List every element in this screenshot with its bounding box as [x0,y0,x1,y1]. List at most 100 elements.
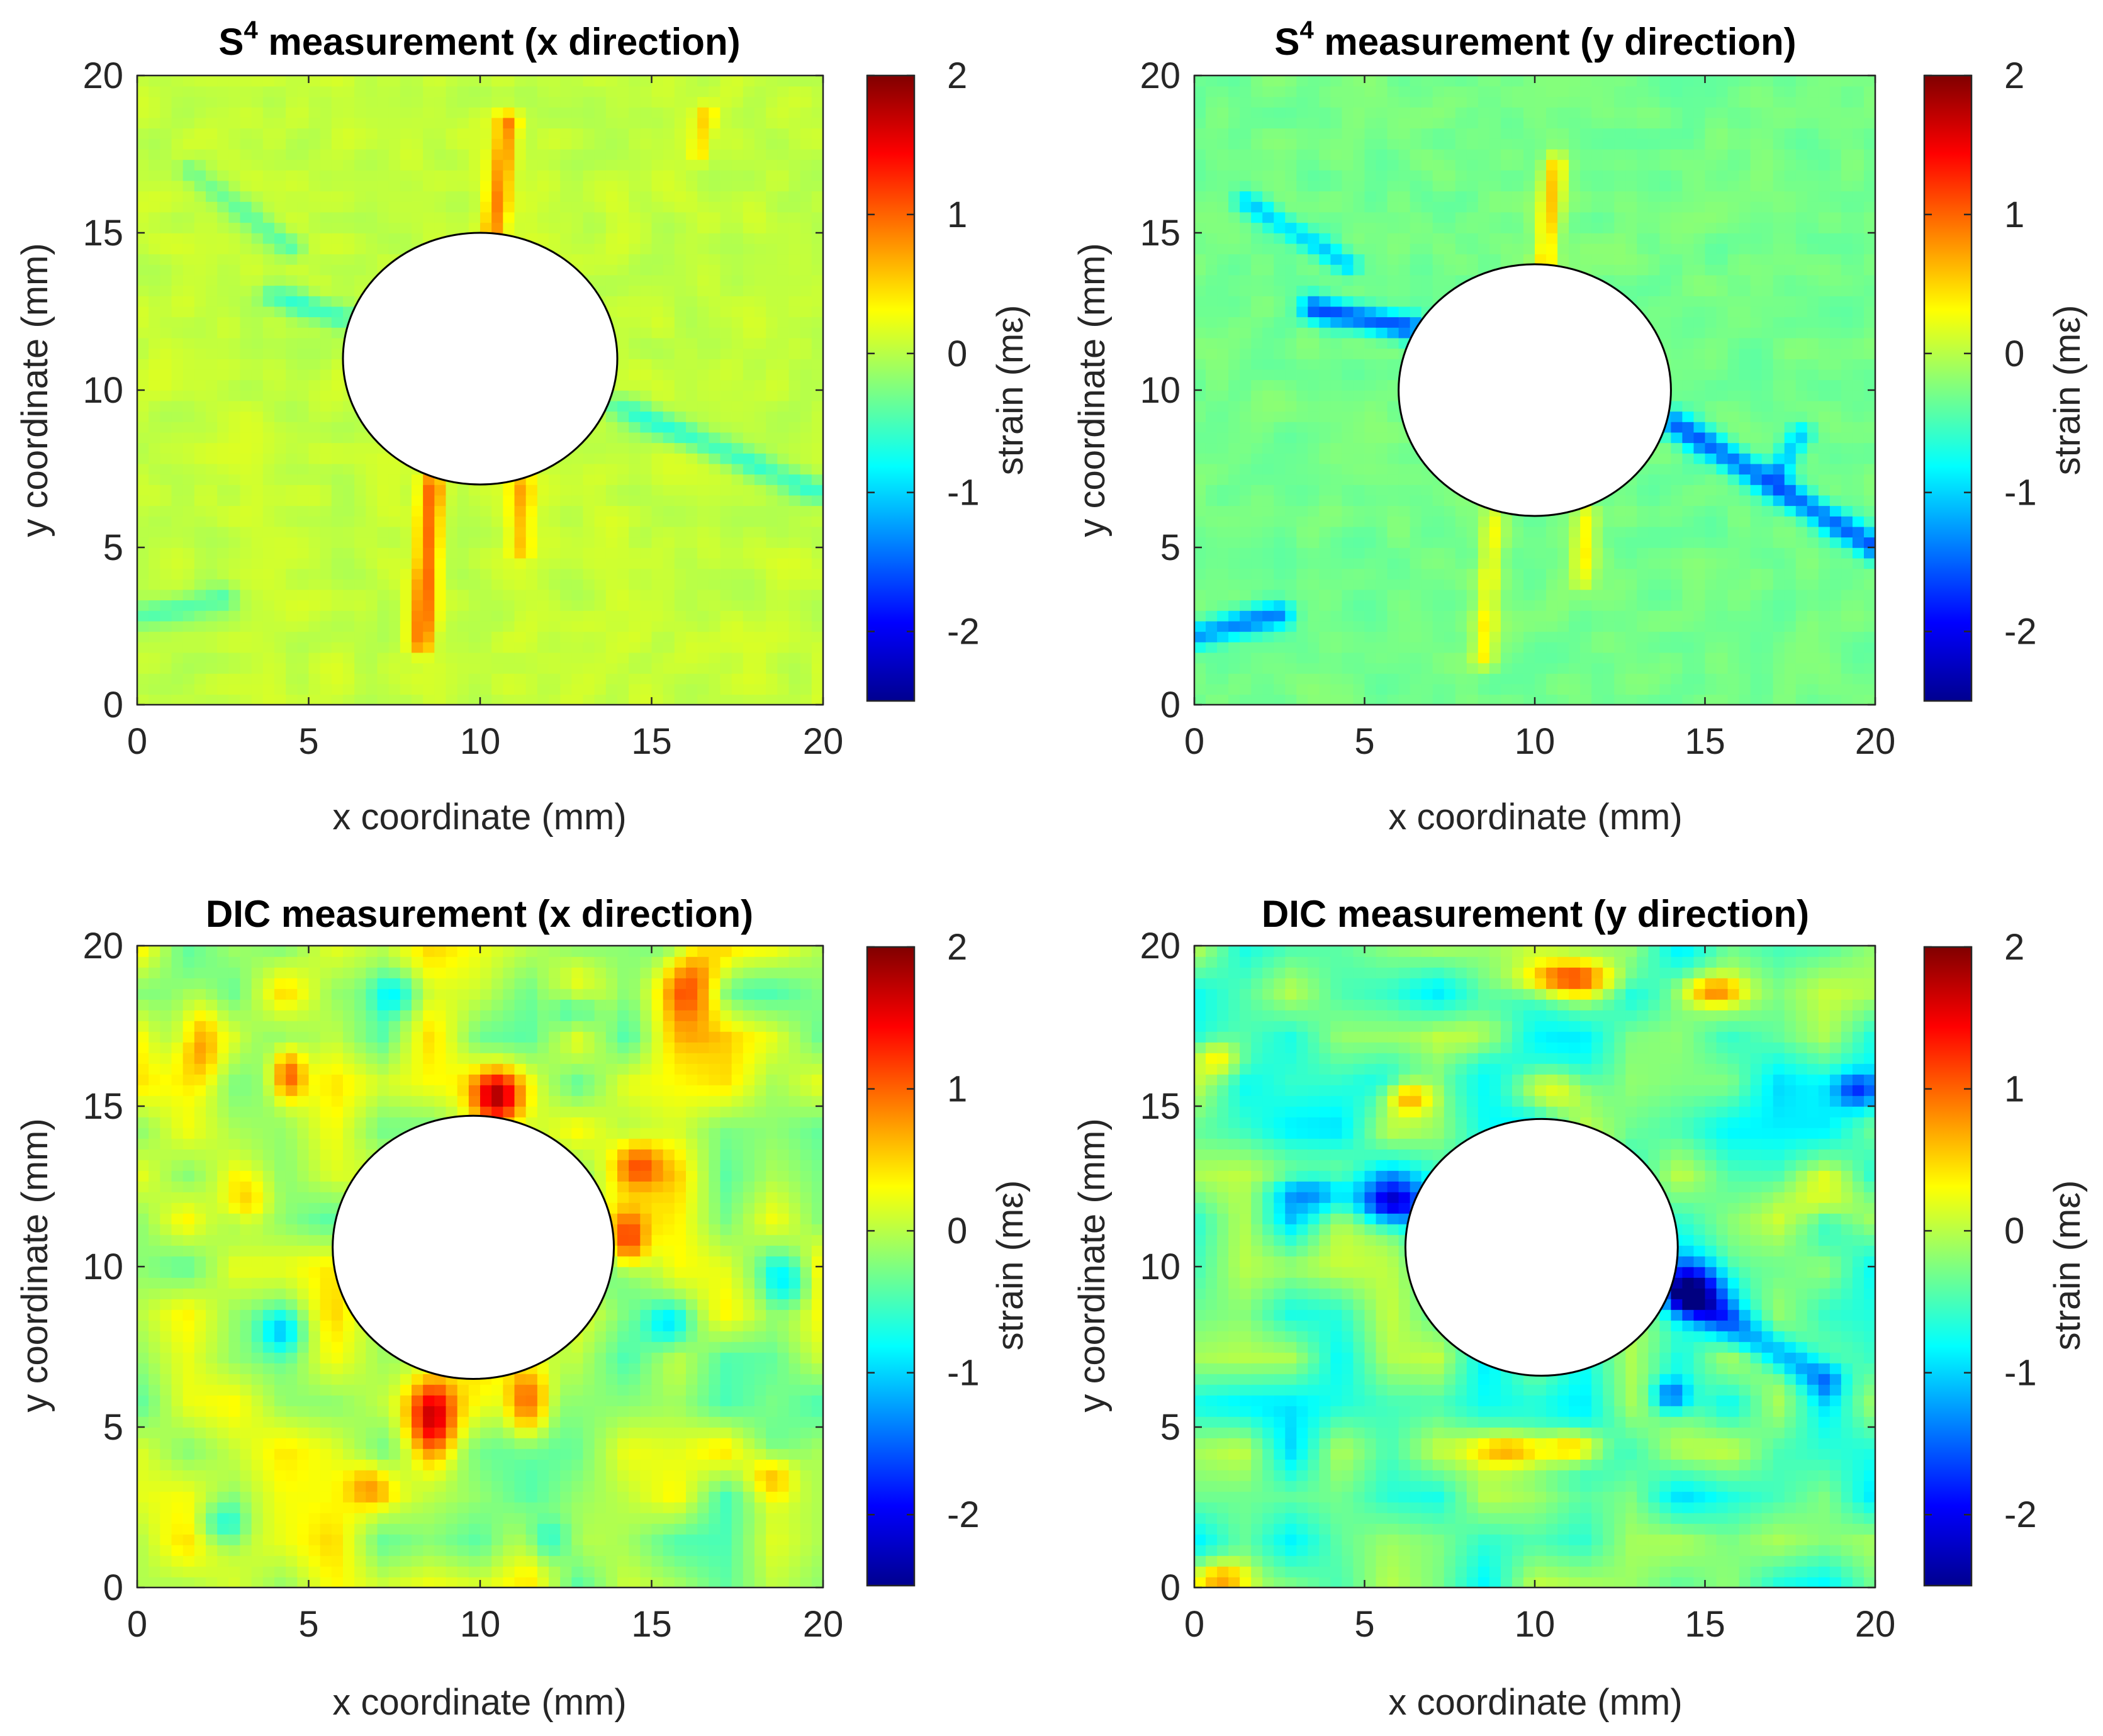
heatmap-cell [262,107,275,118]
heatmap-cell [1614,683,1627,695]
heatmap-cell [320,296,332,307]
heatmap-cell [571,243,584,255]
heatmap-cell [640,379,653,391]
heatmap-cell [1693,642,1706,653]
heatmap-cell [686,432,698,444]
heatmap-cell [480,96,492,108]
heatmap-cell [709,557,721,569]
heatmap-cell [720,96,732,108]
heatmap-cell [240,201,252,213]
heatmap-cell [754,128,766,139]
heatmap-cell [1863,642,1876,653]
heatmap-cell [343,170,355,181]
heatmap-cell [468,484,481,496]
heatmap-cell [194,107,206,118]
heatmap-cell [605,642,618,653]
heatmap-cell [640,631,653,642]
heatmap-cell [720,526,732,538]
heatmap-cell [537,620,549,632]
heatmap-cell [400,201,412,213]
heatmap-cell [709,442,721,454]
heatmap-cell [709,254,721,265]
heatmap-cell [171,505,184,517]
heatmap-cell [331,201,344,213]
heatmap-cell [663,327,675,339]
heatmap-cell [262,86,275,98]
heatmap-cell [262,96,275,108]
heatmap-cell [1489,537,1501,548]
heatmap-cell [320,107,332,118]
heatmap-cell [720,138,732,150]
heatmap-cell [720,411,732,422]
heatmap-cell [1546,547,1558,559]
heatmap-cell [228,422,241,433]
heatmap-cell [262,411,275,422]
heatmap-cell [731,159,744,171]
heatmap-cell [525,505,538,517]
heatmap-cell [629,516,641,527]
heatmap-cell [560,117,573,129]
heatmap-cell [400,642,412,653]
heatmap-cell [1535,516,1547,527]
heatmap-cell [149,296,161,307]
heatmap-cell [297,422,310,433]
heatmap-cell [583,107,595,118]
heatmap-cell [343,191,355,202]
heatmap-cell [800,76,812,87]
heatmap-cell [560,159,573,171]
heatmap-cell [754,138,766,150]
heatmap-cell [811,201,824,213]
heatmap-cell [651,620,664,632]
heatmap-cell [434,159,447,171]
heatmap-cell [412,579,423,590]
heatmap-cell [686,96,698,108]
x-tick-label: 15 [631,721,672,762]
heatmap-cell [1387,683,1399,695]
heatmap-cell [1206,579,1218,590]
heatmap-cell [137,211,149,223]
heatmap-cell [743,107,755,118]
heatmap-cell [297,180,310,192]
heatmap-cell [366,505,378,517]
heatmap-cell [354,568,367,580]
heatmap-cell [651,600,664,611]
heatmap-cell [651,369,664,381]
heatmap-cell [194,557,206,569]
heatmap-cell [697,568,710,580]
heatmap-cell [800,442,812,454]
heatmap-cell [354,222,367,233]
heatmap-cell [240,337,252,349]
heatmap-cell [1500,579,1513,590]
heatmap-cell [217,453,230,464]
heatmap-cell [537,537,549,548]
heatmap-cell [308,369,321,381]
heatmap-cell [1308,568,1320,580]
heatmap-cell [400,148,412,160]
heatmap-cell [1342,663,1354,674]
heatmap-cell [560,663,573,674]
heatmap-cell [251,557,264,569]
heatmap-cell [274,316,286,328]
heatmap-cell [720,568,732,580]
heatmap-cell [766,453,778,464]
heatmap-cell [594,222,607,233]
heatmap-cell [731,390,744,401]
heatmap-cell [525,96,538,108]
heatmap-cell [343,495,355,507]
heatmap-cell [640,159,653,171]
heatmap-cell [1353,683,1366,695]
heatmap-cell [1262,495,1275,507]
heatmap-cell [491,663,504,674]
heatmap-cell [308,400,321,412]
heatmap-cell [274,547,286,559]
heatmap-cell [617,453,629,464]
heatmap-cell [171,411,184,422]
heatmap-cell [1228,516,1240,527]
heatmap-cell [560,537,573,548]
heatmap-cell [1421,526,1433,538]
heatmap-cell [160,390,172,401]
heatmap-cell [171,296,184,307]
heatmap-cell [1795,642,1808,653]
heatmap-cell [308,673,321,685]
